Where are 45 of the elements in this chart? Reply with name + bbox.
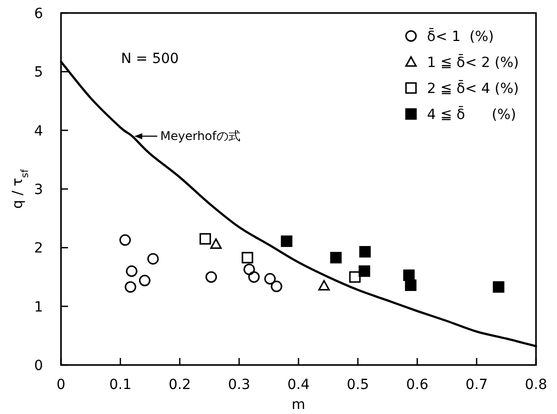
annotation: Meyerhofの式: [160, 129, 240, 144]
point: [242, 252, 254, 264]
x-axis-title: m: [292, 397, 306, 413]
x-tick-label: 0.4: [287, 377, 310, 393]
annotation: N = 500: [121, 51, 179, 67]
legend-label: 4 ≦ δ̄ (%): [427, 105, 516, 123]
point: [147, 253, 159, 265]
point: [492, 281, 504, 293]
point: [200, 233, 212, 245]
point: [264, 273, 276, 285]
point: [318, 280, 330, 291]
y-tick-label: 0: [34, 358, 43, 374]
point: [359, 246, 371, 258]
point: [404, 279, 416, 291]
point: [349, 271, 361, 283]
x-tick-label: 0.6: [406, 377, 428, 393]
point: [403, 269, 415, 281]
x-tick-label: 0.1: [109, 377, 132, 393]
x-tick-label: 0: [56, 377, 66, 393]
x-tick-label: 0.5: [346, 377, 370, 393]
point: [248, 271, 260, 283]
point: [280, 235, 292, 247]
x-tick-label: 0.3: [228, 377, 250, 393]
point: [270, 280, 282, 292]
x-tick-label: 0.2: [168, 377, 191, 393]
y-tick-label: 2: [34, 240, 43, 257]
legend-label: δ̄< 1 (%): [427, 27, 494, 45]
y-tick-label: 1: [34, 299, 43, 316]
x-tick-label: 0.7: [465, 377, 488, 393]
y-tick-label: 4: [34, 123, 44, 140]
point: [119, 234, 131, 246]
point: [358, 265, 370, 277]
y-tick-label: 3: [34, 182, 43, 198]
point: [243, 264, 255, 276]
point: [210, 238, 222, 249]
x-tick-label: 0.8: [524, 377, 548, 393]
y-tick-label: 6: [34, 6, 44, 22]
point: [205, 271, 217, 283]
point: [126, 265, 138, 277]
legend-label: 1 ≦ δ̄< 2 (%): [427, 53, 519, 71]
legend-label: 2 ≦ δ̄< 4 (%): [427, 79, 519, 97]
y-tick-label: 5: [34, 64, 43, 81]
point: [124, 281, 136, 293]
point: [138, 274, 150, 286]
point: [330, 252, 342, 264]
